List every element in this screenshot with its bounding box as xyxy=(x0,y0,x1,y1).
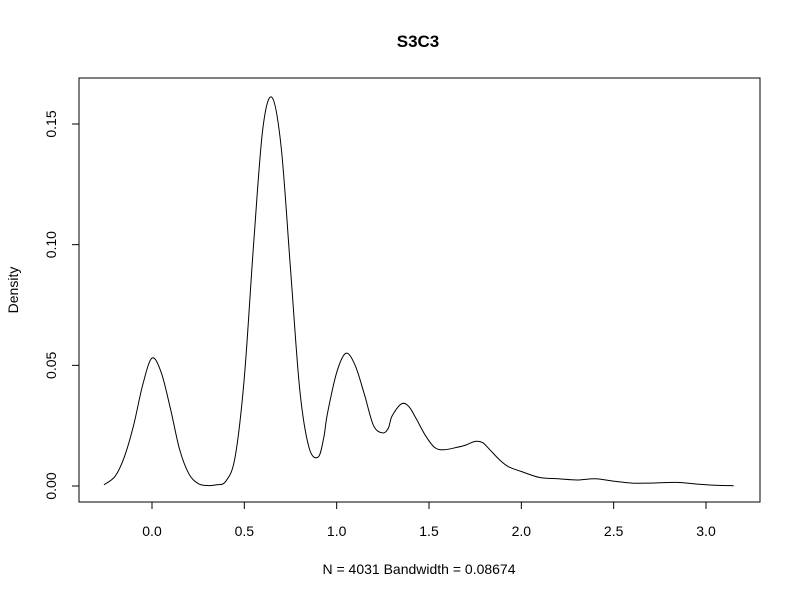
x-axis-label: N = 4031 Bandwidth = 0.08674 xyxy=(322,561,515,577)
y-axis: 0.00 0.05 0.10 0.15 xyxy=(43,110,80,500)
x-tick-label: 3.0 xyxy=(696,523,716,539)
x-tick-label: 1.5 xyxy=(419,523,439,539)
plot-frame xyxy=(78,77,761,503)
y-tick-label: 0.15 xyxy=(43,110,59,137)
y-axis-label: Density xyxy=(5,267,21,314)
x-axis: 0.0 0.5 1.0 1.5 2.0 2.5 3.0 xyxy=(142,501,716,539)
x-tick-label: 2.5 xyxy=(604,523,624,539)
y-tick-label: 0.05 xyxy=(43,351,59,378)
x-tick-label: 1.0 xyxy=(327,523,347,539)
x-tick-label: 0.0 xyxy=(142,523,162,539)
y-tick-label: 0.10 xyxy=(43,231,59,258)
x-tick-label: 2.0 xyxy=(512,523,532,539)
x-tick-label: 0.5 xyxy=(235,523,255,539)
density-curve xyxy=(103,96,734,487)
y-tick-label: 0.00 xyxy=(43,472,59,499)
chart-title: S3C3 xyxy=(397,32,440,51)
